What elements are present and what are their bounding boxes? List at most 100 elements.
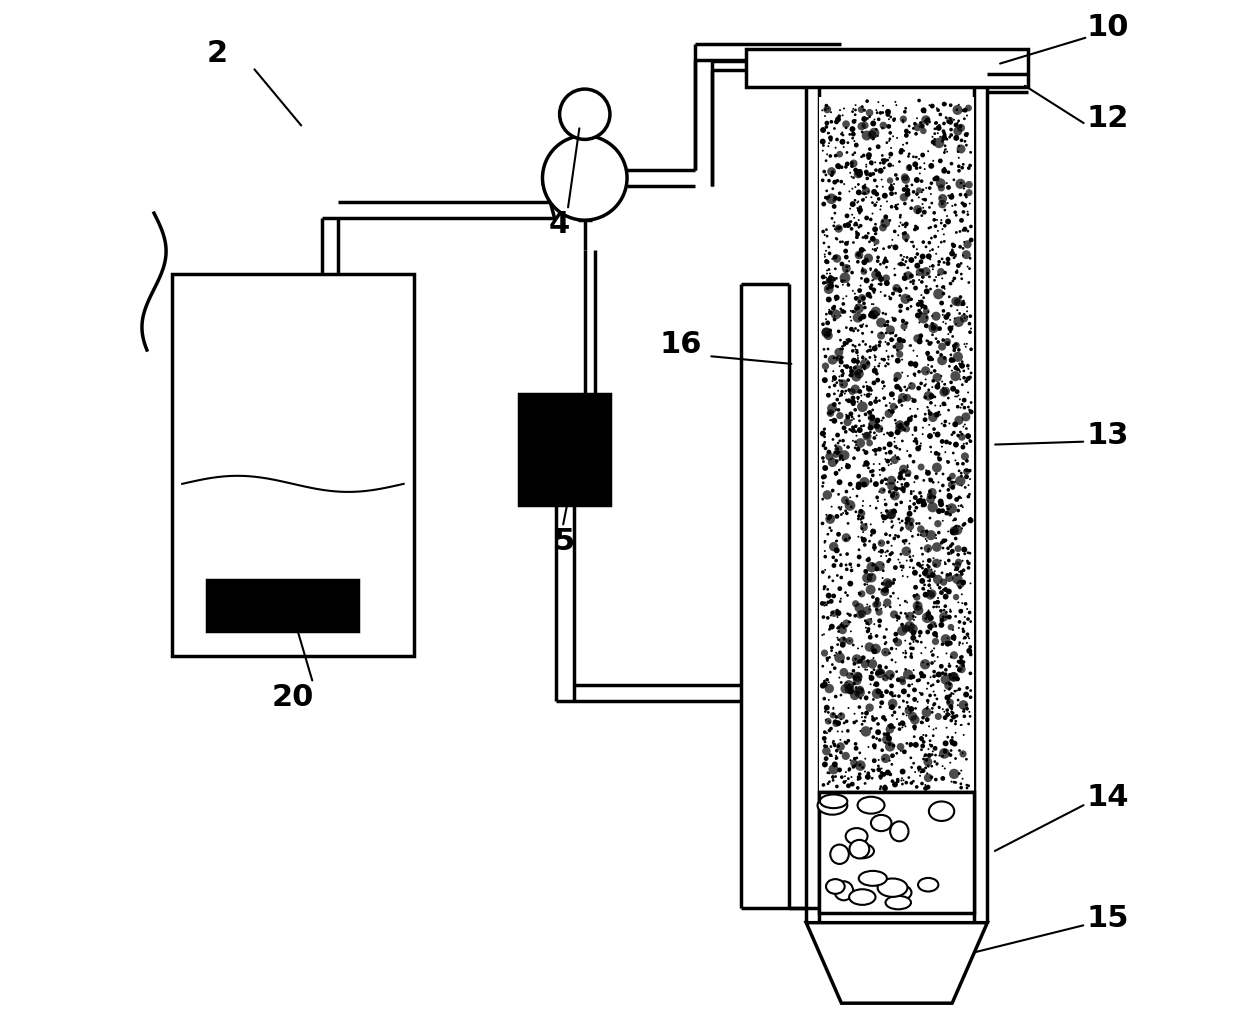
Point [952,566,972,582]
Point [866,447,885,463]
Point [911,732,931,748]
Point [905,579,925,595]
Point [826,149,846,165]
Point [885,440,905,456]
Point [930,321,950,338]
Point [879,289,899,305]
Point [830,389,849,405]
Point [957,259,977,275]
Point [921,611,941,627]
Point [949,145,968,161]
Point [848,529,868,545]
Point [875,778,895,795]
Point [843,197,863,213]
Point [863,131,883,148]
Point [846,441,866,457]
Point [939,214,959,231]
Ellipse shape [890,886,911,900]
Point [825,397,844,413]
Point [823,364,843,380]
Point [847,229,867,246]
Ellipse shape [846,828,868,844]
Point [890,470,910,486]
Point [875,452,895,468]
Point [861,396,880,412]
Point [849,700,869,716]
Point [954,654,973,670]
Point [870,467,890,483]
Point [841,490,861,507]
Point [932,748,952,764]
Point [880,291,900,307]
Point [830,186,849,202]
Point [930,483,950,499]
Point [872,549,892,565]
Point [816,364,836,380]
Point [918,609,937,625]
Point [856,229,875,246]
Point [827,174,847,190]
Point [868,665,888,681]
Point [939,541,959,557]
Point [904,773,924,790]
Point [894,190,914,206]
Point [909,603,929,619]
Point [908,308,928,325]
Point [841,333,861,349]
Point [833,291,853,307]
Point [926,446,946,462]
Point [828,624,848,640]
Point [867,419,887,435]
Point [884,312,904,329]
Point [832,373,852,389]
Point [946,531,966,547]
Point [946,294,966,310]
Point [832,364,852,380]
Point [879,133,899,150]
Point [882,478,901,494]
Point [920,605,940,621]
Point [884,572,904,588]
Point [880,125,900,142]
Point [919,388,939,404]
Point [818,126,838,143]
Point [863,589,883,606]
Point [848,772,868,789]
Point [916,728,936,744]
Point [916,114,936,130]
Point [887,745,906,761]
Point [866,641,885,657]
Point [852,364,872,380]
Point [854,296,874,312]
Point [934,130,954,147]
Point [913,183,932,199]
Point [935,203,955,219]
Point [946,437,966,453]
Point [939,471,959,487]
Point [815,460,835,476]
Point [879,753,899,769]
Point [895,533,915,549]
Point [818,570,838,586]
Point [911,669,931,685]
Point [828,738,848,754]
Point [867,428,887,444]
Point [950,489,970,506]
Point [816,270,836,286]
Point [825,648,844,664]
Point [846,193,866,209]
Point [910,628,930,644]
Point [853,263,873,279]
Point [826,249,846,265]
Point [887,496,906,513]
Point [959,777,978,794]
Point [873,570,893,586]
Point [942,735,962,751]
Point [919,741,939,757]
Point [812,134,832,151]
Point [832,350,852,366]
Point [815,562,835,578]
Point [888,172,908,188]
Text: 15: 15 [1087,903,1130,932]
Point [848,310,868,327]
